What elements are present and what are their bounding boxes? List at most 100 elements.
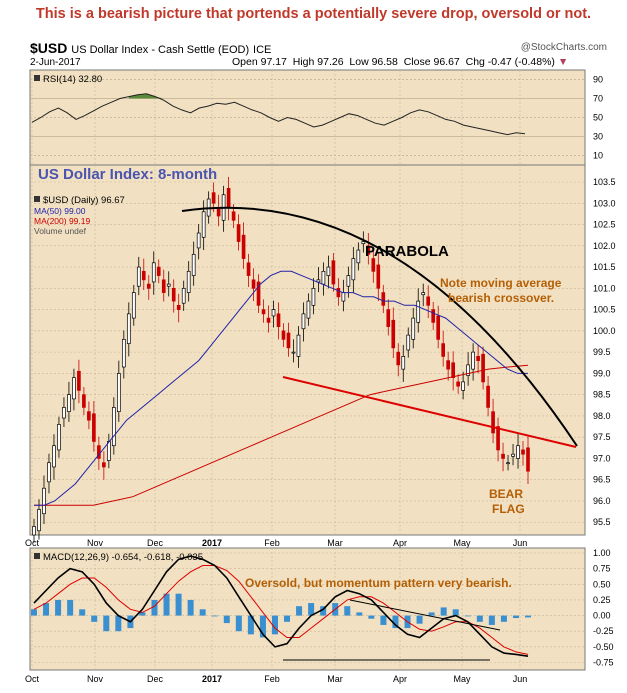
candle-body [246,262,251,276]
macd-hist-bar [211,615,218,617]
candle-body [441,343,446,357]
chg-label: Chg [465,56,485,68]
macd-hist-bar [500,615,507,622]
macd-hist-bar [271,615,278,635]
symbol-description: US Dollar Index - Cash Settle (EOD) [71,44,250,56]
macd-hist-bar [428,612,435,616]
candle-body [321,270,326,285]
rsi-tick-label: 10 [593,151,603,161]
candle-body [331,260,336,285]
macd-x-tick-label: Dec [147,674,164,684]
candle-body [446,360,450,370]
candle-body [386,309,391,327]
candle-body [87,411,91,421]
candle-body [466,364,470,376]
candle-body [116,373,121,413]
price-tick-label: 103.0 [593,198,616,208]
candle-body [256,281,261,306]
candle-body [231,211,236,221]
macd-hist-bar [452,609,459,616]
candle-body [107,441,111,461]
rsi-title: RSI(14) 32.80 [43,74,102,85]
candle-body [176,304,181,310]
price-legend: $USD (Daily) 96.67 MA(50) 99.00 MA(200) … [34,195,125,236]
exchange: ICE [253,44,272,56]
macd-hist-bar [296,606,303,616]
price-tick-label: 100.0 [593,326,616,336]
candle-body [341,292,346,302]
candle-body [67,394,71,413]
stockcharts-watermark: @StockCharts.com [520,42,607,53]
price-tick-label: 98.0 [593,411,611,421]
macd-signal-line [33,565,529,655]
price-tick-label: 101.0 [593,283,616,293]
candle-body [301,313,306,330]
macd-hist-bar [199,609,206,616]
macd-hist-bar [115,615,122,632]
macd-hist-bar [31,609,37,616]
price-x-tick-label: Nov [87,538,104,548]
high-value: 97.26 [317,56,344,68]
macd-hist-bar [103,615,110,632]
candle-body [486,385,490,408]
macd-tick-label: 0.25 [593,595,611,605]
candle-body [391,319,396,349]
candle-body [306,300,311,319]
candle-body [131,292,136,319]
candle-body [102,462,106,468]
macd-hist-bar [175,593,182,616]
candle-body [456,381,460,387]
macd-hist-bar [235,615,242,632]
macd-hist-bar [320,606,327,616]
candle-body [491,411,495,434]
macd-upper-trendline [349,599,501,631]
macd-x-tick-label: Jun [513,674,528,684]
legend-ma200: MA(200) 99.19 [34,216,90,226]
candle-body [32,526,36,536]
red-trendline [282,376,577,448]
low-label: Low [349,56,369,68]
open-label: Open [232,56,258,68]
chart-title: US Dollar Index: 8-month [38,166,217,183]
macd-hist-bar [464,615,471,617]
price-tick-label: 101.5 [593,262,616,272]
candle-body [416,300,421,323]
candle-body [82,394,86,408]
symbol-header: $USD US Dollar Index - Cash Settle (EOD)… [30,40,271,56]
ma200-line [34,364,529,506]
candle-body [406,334,411,351]
rsi-tick-labels: 90 70 50 30 10 [593,75,603,161]
macd-line [33,555,529,657]
macd-hist-bar [356,612,363,616]
ma50-line [34,270,528,506]
macd-x-tick-labels: Oct Nov Dec 2017 Feb Mar Apr May Jun [25,674,527,684]
price-panel: 95.5 96.0 96.5 97.0 97.5 98.0 98.5 99.0 99.5 100.… [29,164,616,543]
close-label: Close [403,56,431,68]
macd-hist-bar [476,615,483,622]
candle-body [161,279,166,293]
price-tick-labels: 95.5 96.0 96.5 97.0 97.5 98.0 98.5 99.0 99.5 100.… [593,177,616,527]
rsi-panel: 90 70 50 30 10 RSI(14) 32.80 [29,69,603,166]
legend-ma50: MA(50) 99.00 [34,206,86,216]
candle-body [511,453,515,457]
price-tick-label: 99.5 [593,347,611,357]
candle-body [311,287,316,306]
price-tick-label: 98.5 [593,390,611,400]
candle-body [72,377,76,400]
macd-hist-bar [139,612,146,616]
candle-body [42,487,46,515]
close-value: 96.67 [433,56,460,68]
candle-body [196,232,201,249]
candle-body [47,462,51,483]
price-tick-label: 96.0 [593,496,611,506]
candle-body [291,351,296,354]
candle-body [506,462,510,465]
candle-body [356,249,361,264]
macd-hist-bar [488,615,495,625]
flag-label: FLAG [492,502,525,516]
parabola-label: PARABOLA [365,243,449,260]
macd-hist-bar [247,615,254,635]
macd-hist-bar [525,615,531,618]
macd-x-tick-label: Nov [87,674,104,684]
candle-body [136,266,141,287]
